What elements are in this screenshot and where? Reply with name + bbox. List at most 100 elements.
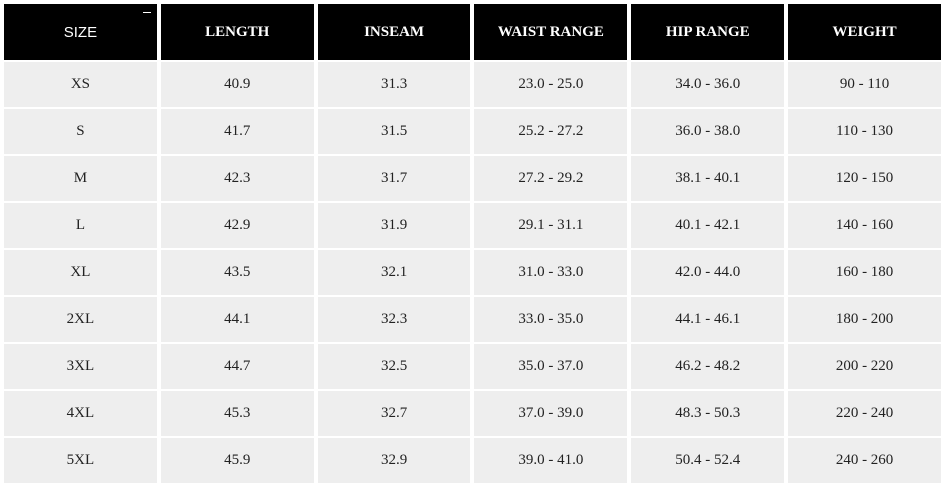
table-cell-text: 42.3 xyxy=(224,170,251,186)
table-cell: 27.2 - 29.2 xyxy=(474,156,628,201)
table-cell: 42.0 - 44.0 xyxy=(631,250,785,295)
table-cell: 23.0 - 25.0 xyxy=(474,62,628,107)
table-cell-text: 23.0 - 25.0 xyxy=(518,76,584,92)
table-cell-text: 31.0 - 33.0 xyxy=(518,264,584,280)
table-cell-text: 32.5 xyxy=(380,358,408,374)
table-cell: 40.9 xyxy=(160,62,314,107)
table-cell: 46.2 - 48.2 xyxy=(631,344,785,389)
table-cell-text: 25.2 - 27.2 xyxy=(518,123,584,139)
table-cell: 44.1 xyxy=(160,297,314,342)
table-cell-text: S xyxy=(76,123,85,139)
table-cell: 31.7 xyxy=(317,156,471,201)
table-cell: 200 - 220 xyxy=(788,344,941,389)
table-cell-text: XL xyxy=(70,264,91,280)
table-cell-text: 43.5 xyxy=(224,264,251,280)
table-cell: M xyxy=(4,156,157,201)
table-cell: 140 - 160 xyxy=(788,203,941,248)
table-cell-text: 32.9 xyxy=(380,452,408,468)
table-cell-text: 45.9 xyxy=(224,452,251,468)
header-cell: WAIST RANGE xyxy=(474,4,628,60)
table-cell: 32.7 xyxy=(317,391,471,436)
table-cell-text: 42.9 xyxy=(224,217,251,233)
table-cell-text: 32.3 xyxy=(380,311,408,327)
table-cell: 44.1 - 46.1 xyxy=(631,297,785,342)
header-cell-text: INSEAM xyxy=(364,23,425,40)
table-cell-text: 240 - 260 xyxy=(835,452,894,468)
table-cell: 4XL xyxy=(4,391,157,436)
header-cell: WEIGHT xyxy=(788,4,941,60)
table-cell-text: 200 - 220 xyxy=(835,358,894,374)
table-cell: 90 - 110 xyxy=(788,62,941,107)
table-cell: 31.3 xyxy=(317,62,471,107)
table-cell-text: 42.0 - 44.0 xyxy=(675,264,741,280)
table-cell: XS xyxy=(4,62,157,107)
table-cell: 43.5 xyxy=(160,250,314,295)
table-cell: L xyxy=(4,203,157,248)
table-cell: 36.0 - 38.0 xyxy=(631,109,785,154)
table-cell: 180 - 200 xyxy=(788,297,941,342)
table-cell: 220 - 240 xyxy=(788,391,941,436)
header-cell: INSEAM xyxy=(317,4,471,60)
table-cell: 240 - 260 xyxy=(788,438,941,483)
table-cell-text: 46.2 - 48.2 xyxy=(675,358,741,374)
table-cell-text: 110 - 130 xyxy=(836,123,894,139)
table-cell: 44.7 xyxy=(160,344,314,389)
header-cell-text: WAIST RANGE xyxy=(497,23,604,40)
table-cell: 34.0 - 36.0 xyxy=(631,62,785,107)
table-cell: 31.5 xyxy=(317,109,471,154)
table-cell: 37.0 - 39.0 xyxy=(474,391,628,436)
table-cell-text: 40.1 - 42.1 xyxy=(675,217,741,233)
table-cell-text: 41.7 xyxy=(224,123,251,139)
header-cell: HIP RANGE xyxy=(631,4,785,60)
header-cell-text: HIP RANGE xyxy=(665,23,750,40)
table-cell-text: 44.1 - 46.1 xyxy=(675,311,741,327)
table-cell-text: 31.5 xyxy=(380,123,408,139)
table-cell-text: 90 - 110 xyxy=(839,76,890,92)
menu-dash xyxy=(142,12,151,13)
table-cell: 40.1 - 42.1 xyxy=(631,203,785,248)
table-cell: XL xyxy=(4,250,157,295)
table-cell-text: 32.1 xyxy=(380,264,408,280)
table-cell-text: 29.1 - 31.1 xyxy=(518,217,584,233)
table-cell: 42.9 xyxy=(160,203,314,248)
header-cell: SIZE xyxy=(4,4,157,60)
table-cell: 110 - 130 xyxy=(788,109,941,154)
table-cell-text: 32.7 xyxy=(380,405,408,421)
table-cell: 120 - 150 xyxy=(788,156,941,201)
table-cell-text: 35.0 - 37.0 xyxy=(518,358,584,374)
header-cell: LENGTH xyxy=(160,4,314,60)
table-cell: 32.1 xyxy=(317,250,471,295)
table-cell-text: 36.0 - 38.0 xyxy=(675,123,741,139)
table-cell: 38.1 - 40.1 xyxy=(631,156,785,201)
table-cell-text: 5XL xyxy=(66,452,95,468)
table-cell-text: M xyxy=(73,170,88,186)
table-cell-text: 38.1 - 40.1 xyxy=(675,170,741,186)
table-cell-text: 45.3 xyxy=(224,405,251,421)
table-cell-text: XS xyxy=(70,76,90,92)
table-cell-text: 220 - 240 xyxy=(835,405,894,421)
table-cell: 2XL xyxy=(4,297,157,342)
table-cell: 160 - 180 xyxy=(788,250,941,295)
table-cell-text: 50.4 - 52.4 xyxy=(675,452,741,468)
table-cell: 48.3 - 50.3 xyxy=(631,391,785,436)
table-cell-text: 33.0 - 35.0 xyxy=(518,311,584,327)
table-cell: 33.0 - 35.0 xyxy=(474,297,628,342)
table-cell-text: 44.7 xyxy=(224,358,251,374)
table-cell-text: 31.9 xyxy=(380,217,408,233)
table-cell: 31.9 xyxy=(317,203,471,248)
table-cell: 32.9 xyxy=(317,438,471,483)
table-cell-text: 39.0 - 41.0 xyxy=(518,452,584,468)
table-cell: 45.9 xyxy=(160,438,314,483)
table-cell-text: 31.7 xyxy=(380,170,408,186)
table-cell: 41.7 xyxy=(160,109,314,154)
table-cell-text: 40.9 xyxy=(224,76,251,92)
table-cell-text: L xyxy=(75,217,85,233)
table-cell: 5XL xyxy=(4,438,157,483)
table-cell: S xyxy=(4,109,157,154)
table-cell: 25.2 - 27.2 xyxy=(474,109,628,154)
table-cell-text: 140 - 160 xyxy=(835,217,894,233)
table-cell: 32.3 xyxy=(317,297,471,342)
table-cell: 42.3 xyxy=(160,156,314,201)
header-cell-text: WEIGHT xyxy=(832,23,897,40)
table-cell-text: 4XL xyxy=(66,405,95,421)
